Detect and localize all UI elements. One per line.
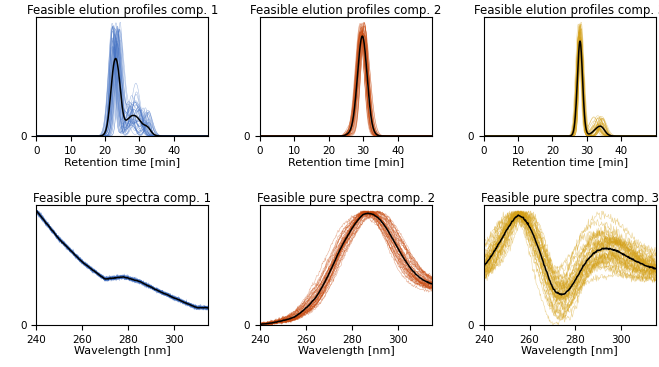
X-axis label: Wavelength [nm]: Wavelength [nm]: [74, 346, 171, 356]
Title: Feasible pure spectra comp. 3: Feasible pure spectra comp. 3: [480, 192, 658, 205]
X-axis label: Wavelength [nm]: Wavelength [nm]: [298, 346, 394, 356]
Title: Feasible elution profiles comp. 3: Feasible elution profiles comp. 3: [474, 4, 659, 17]
X-axis label: Retention time [min]: Retention time [min]: [64, 157, 181, 167]
X-axis label: Retention time [min]: Retention time [min]: [511, 157, 628, 167]
Title: Feasible pure spectra comp. 2: Feasible pure spectra comp. 2: [257, 192, 435, 205]
Title: Feasible elution profiles comp. 2: Feasible elution profiles comp. 2: [250, 4, 442, 17]
X-axis label: Retention time [min]: Retention time [min]: [288, 157, 404, 167]
X-axis label: Wavelength [nm]: Wavelength [nm]: [521, 346, 618, 356]
Title: Feasible elution profiles comp. 1: Feasible elution profiles comp. 1: [26, 4, 218, 17]
Title: Feasible pure spectra comp. 1: Feasible pure spectra comp. 1: [33, 192, 212, 205]
